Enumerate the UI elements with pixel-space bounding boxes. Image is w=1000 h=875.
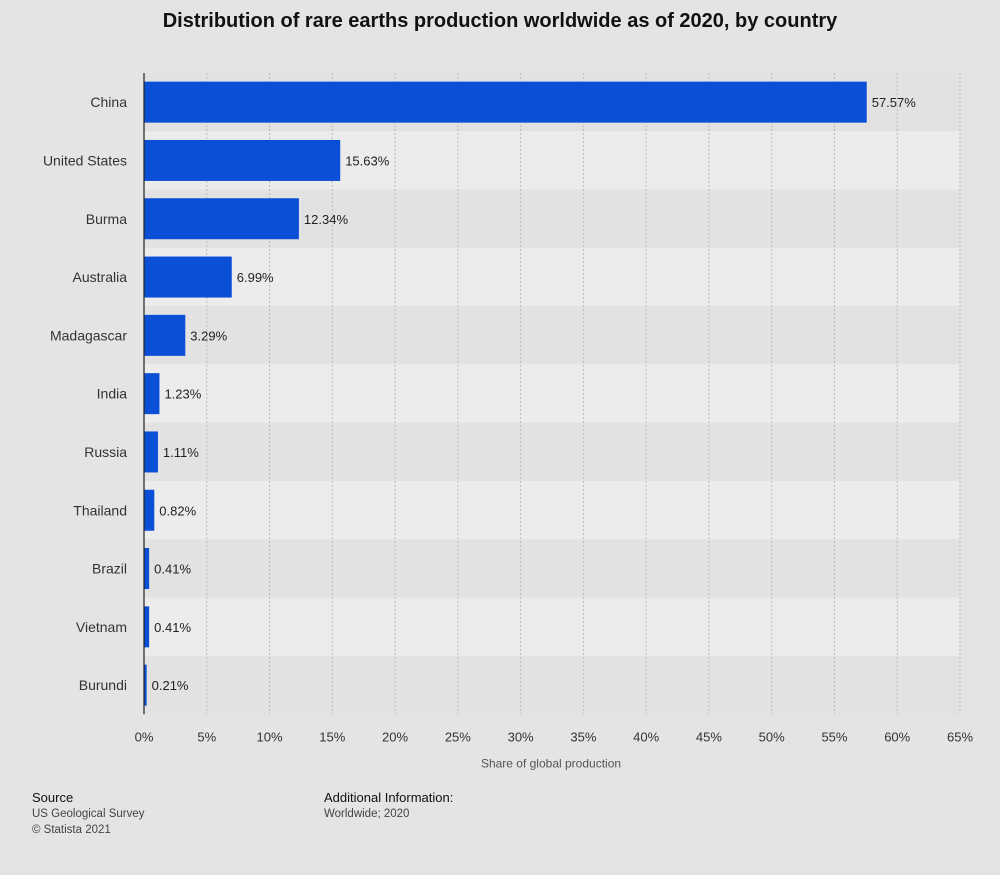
data-label: 15.63% bbox=[345, 153, 390, 168]
x-tick-label: 25% bbox=[445, 729, 471, 744]
category-label: Australia bbox=[73, 269, 128, 285]
bar bbox=[144, 664, 147, 706]
additional-info-text: Worldwide; 2020 bbox=[324, 808, 410, 820]
row-band bbox=[144, 656, 960, 715]
category-label: Madagascar bbox=[50, 327, 127, 343]
data-label: 1.11% bbox=[163, 445, 199, 460]
x-tick-label: 10% bbox=[257, 729, 283, 744]
x-tick-label: 30% bbox=[508, 729, 534, 744]
category-label: Brazil bbox=[92, 561, 127, 577]
x-tick-label: 45% bbox=[696, 729, 722, 744]
bar bbox=[144, 606, 150, 648]
data-label: 0.41% bbox=[154, 620, 191, 635]
data-label: 6.99% bbox=[237, 270, 274, 285]
bar bbox=[144, 548, 150, 590]
x-tick-label: 60% bbox=[884, 729, 910, 744]
data-label: 0.41% bbox=[154, 562, 191, 577]
data-label: 0.21% bbox=[152, 678, 189, 693]
source-line-1: US Geological Survey bbox=[32, 808, 145, 820]
data-label: 0.82% bbox=[159, 503, 196, 518]
source-heading: Source bbox=[32, 790, 74, 805]
chart-title: Distribution of rare earths production w… bbox=[162, 10, 838, 32]
category-label: China bbox=[90, 94, 127, 110]
row-band bbox=[144, 597, 960, 656]
source-line-2: © Statista 2021 bbox=[32, 824, 111, 836]
row-band bbox=[144, 422, 960, 482]
x-tick-label: 50% bbox=[759, 729, 785, 744]
bar bbox=[144, 489, 155, 531]
additional-info-block: Additional Information: Worldwide; 2020 bbox=[324, 790, 453, 822]
bar bbox=[144, 256, 232, 298]
x-tick-label: 35% bbox=[570, 729, 596, 744]
source-block: Source US Geological Survey © Statista 2… bbox=[32, 790, 145, 838]
x-tick-label: 65% bbox=[947, 729, 973, 744]
x-axis-title: Share of global production bbox=[481, 756, 621, 770]
x-tick-label: 40% bbox=[633, 729, 659, 744]
bar bbox=[144, 314, 186, 356]
bar bbox=[144, 431, 158, 473]
category-label: Burundi bbox=[79, 677, 127, 693]
data-label: 12.34% bbox=[304, 212, 349, 227]
category-label: India bbox=[97, 386, 128, 402]
x-tick-label: 5% bbox=[197, 729, 216, 744]
additional-info-heading: Additional Information: bbox=[324, 790, 454, 805]
data-label: 1.23% bbox=[164, 387, 201, 402]
x-tick-label: 0% bbox=[135, 729, 154, 744]
row-band bbox=[144, 364, 960, 423]
row-band bbox=[144, 247, 960, 307]
category-label: Burma bbox=[86, 211, 127, 227]
bar bbox=[144, 139, 341, 181]
category-label: Russia bbox=[84, 444, 127, 460]
x-tick-label: 20% bbox=[382, 729, 408, 744]
data-label: 57.57% bbox=[872, 95, 917, 110]
bar bbox=[144, 373, 160, 415]
bar-chart: 57.57% 15.63% 12.34% 6.99% 3.29% 1.23% 1.11% 0.… bbox=[43, 73, 973, 770]
category-label: Vietnam bbox=[76, 619, 127, 635]
row-band bbox=[144, 306, 960, 365]
x-tick-label: 15% bbox=[319, 729, 345, 744]
x-tick-label: 55% bbox=[821, 729, 847, 744]
category-label: Thailand bbox=[73, 502, 127, 518]
row-band bbox=[144, 481, 960, 540]
data-label: 3.29% bbox=[190, 328, 227, 343]
bar bbox=[144, 198, 299, 240]
bar bbox=[144, 81, 867, 123]
row-band bbox=[144, 539, 960, 598]
category-label: United States bbox=[43, 152, 127, 168]
